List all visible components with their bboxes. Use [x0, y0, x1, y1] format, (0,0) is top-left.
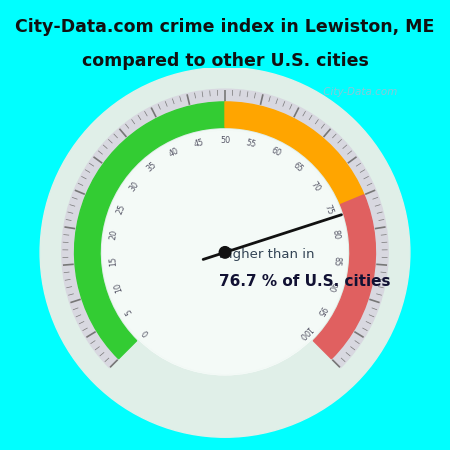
- Text: 76.7 % of U.S. cities: 76.7 % of U.S. cities: [219, 274, 390, 289]
- Circle shape: [110, 138, 340, 367]
- Text: 45: 45: [193, 138, 205, 149]
- Circle shape: [40, 68, 410, 437]
- Text: 85: 85: [332, 256, 342, 266]
- Text: 30: 30: [128, 180, 141, 193]
- Wedge shape: [75, 102, 225, 359]
- Text: 10: 10: [112, 281, 124, 293]
- Text: Higher than in: Higher than in: [219, 248, 314, 261]
- Text: 15: 15: [108, 256, 118, 266]
- Text: 60: 60: [270, 146, 283, 159]
- Text: 40: 40: [167, 146, 180, 159]
- Text: 20: 20: [109, 229, 119, 241]
- Text: 5: 5: [124, 306, 135, 315]
- Circle shape: [219, 247, 231, 258]
- Text: 70: 70: [309, 180, 322, 193]
- Text: 100: 100: [296, 323, 313, 340]
- Text: 65: 65: [291, 160, 305, 174]
- Text: 80: 80: [331, 229, 341, 240]
- Circle shape: [103, 130, 347, 375]
- Text: 25: 25: [115, 203, 127, 216]
- Wedge shape: [62, 89, 388, 368]
- Text: 95: 95: [314, 304, 327, 318]
- Text: 90: 90: [326, 281, 338, 293]
- Text: City-Data.com: City-Data.com: [320, 86, 397, 97]
- Wedge shape: [225, 102, 364, 205]
- Text: 75: 75: [323, 203, 335, 216]
- Text: 0: 0: [141, 327, 151, 337]
- Text: compared to other U.S. cities: compared to other U.S. cities: [81, 52, 369, 70]
- Text: 50: 50: [220, 136, 230, 145]
- Text: 55: 55: [245, 138, 257, 149]
- Wedge shape: [313, 195, 375, 359]
- Text: City-Data.com crime index in Lewiston, ME: City-Data.com crime index in Lewiston, M…: [15, 18, 435, 36]
- Circle shape: [103, 130, 347, 375]
- Text: 35: 35: [145, 160, 159, 174]
